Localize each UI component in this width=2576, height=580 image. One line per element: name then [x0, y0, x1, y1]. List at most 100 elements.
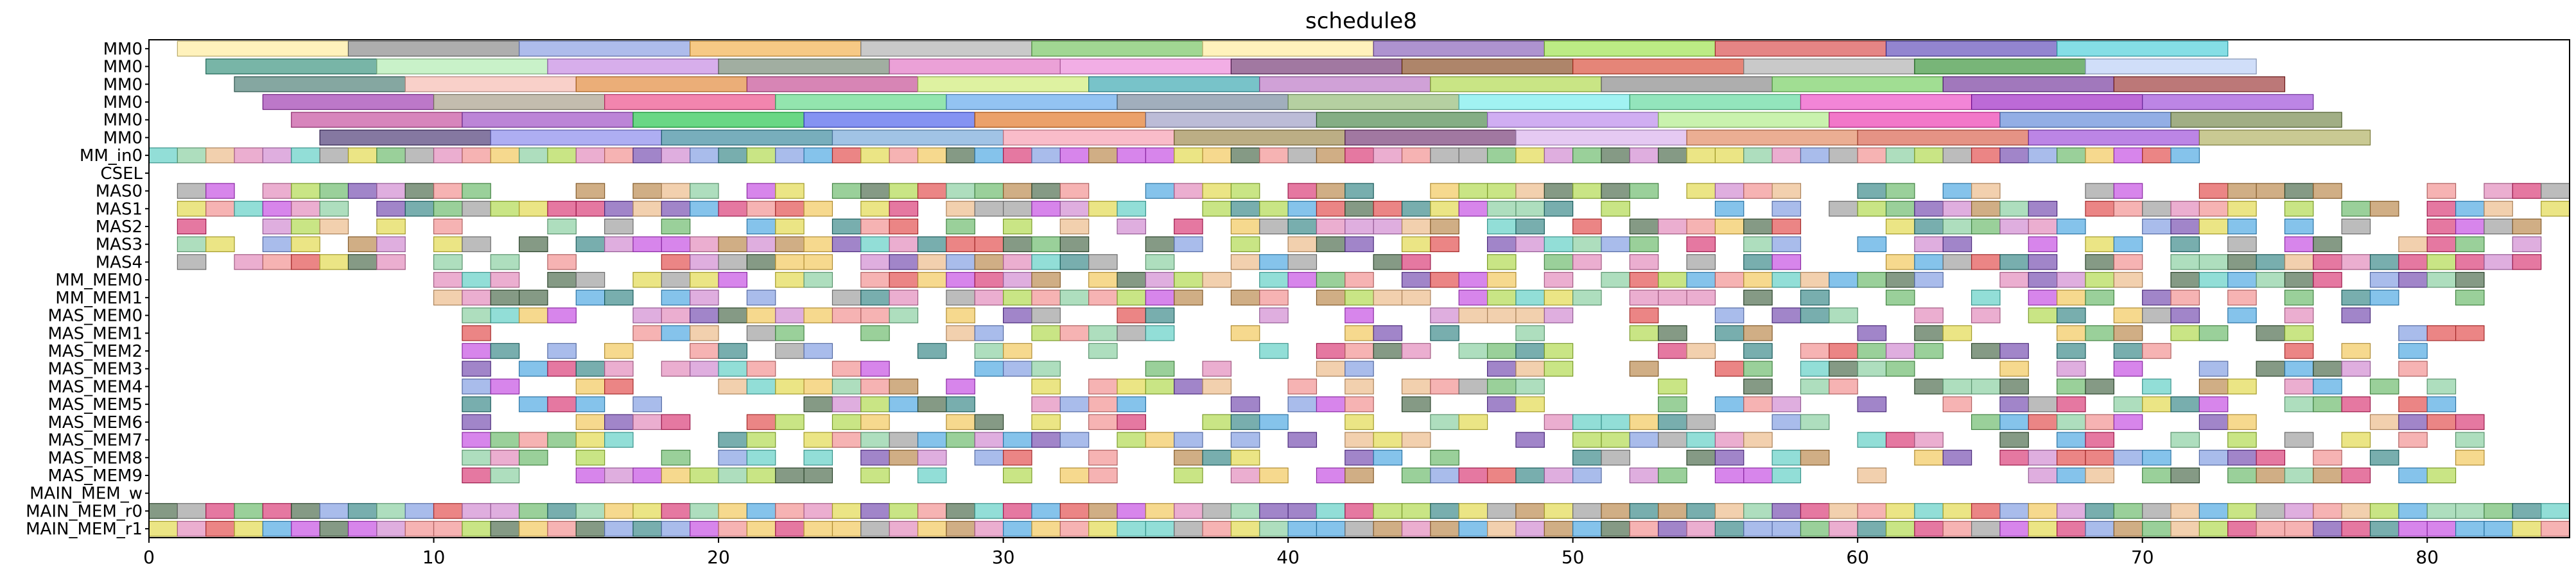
task-bar: [889, 450, 919, 466]
task-bar: [1430, 183, 1459, 199]
task-bar: [1059, 183, 1090, 199]
task-bar: [2170, 271, 2200, 288]
task-bar: [860, 201, 890, 217]
task-bar: [1572, 218, 1602, 235]
task-bar: [2369, 414, 2399, 431]
task-bar: [2455, 201, 2485, 217]
task-bar: [1515, 467, 1545, 484]
task-bar: [974, 343, 1004, 359]
task-bar: [718, 432, 748, 448]
task-bar: [547, 361, 577, 377]
task-bar: [917, 76, 1090, 92]
task-bar: [2227, 467, 2257, 484]
row-label: MAS_MEM4: [48, 377, 143, 397]
task-bar: [1800, 307, 1830, 323]
task-bar: [1230, 325, 1260, 341]
task-bar: [2198, 183, 2229, 199]
task-bar: [974, 450, 1004, 466]
task-bar: [1714, 307, 1745, 323]
task-bar: [1515, 432, 1545, 448]
row-label: MAS_MEM1: [48, 324, 143, 343]
task-bar: [831, 236, 862, 252]
task-bar: [2057, 289, 2086, 306]
task-bar: [1486, 396, 1517, 413]
task-bar: [2313, 271, 2342, 288]
task-bar: [1202, 361, 1232, 377]
task-bar: [2085, 183, 2114, 199]
task-bar: [2455, 325, 2485, 341]
task-bar: [775, 520, 805, 537]
task-bar: [490, 307, 520, 323]
task-bar: [462, 379, 491, 395]
task-bar: [718, 147, 748, 164]
task-bar: [319, 183, 349, 199]
task-bar: [2028, 201, 2058, 217]
task-bar: [1601, 271, 1630, 288]
task-bar: [262, 94, 435, 110]
task-bar: [1230, 414, 1260, 431]
task-bar: [1230, 201, 1260, 217]
task-bar: [1743, 183, 1773, 199]
task-bar: [1174, 271, 1203, 288]
task-bar: [1287, 432, 1318, 448]
task-bar: [1059, 289, 1090, 306]
task-bar: [1430, 307, 1459, 323]
task-bar: [2426, 218, 2457, 235]
task-bar: [1002, 343, 1032, 359]
task-bar: [1401, 58, 1574, 74]
task-bar: [1401, 201, 1431, 217]
task-bar: [889, 183, 919, 199]
task-bar: [2057, 361, 2086, 377]
task-bar: [291, 503, 320, 519]
task-bar: [1629, 271, 1659, 288]
task-bar: [1743, 254, 1773, 270]
task-bar: [2284, 467, 2314, 484]
task-bar: [775, 503, 805, 519]
task-bar: [2085, 236, 2114, 252]
task-bar: [2512, 236, 2542, 252]
task-bar: [946, 218, 975, 235]
task-bar: [1345, 218, 1374, 235]
task-bar: [1743, 289, 1773, 306]
task-bar: [1942, 254, 1972, 270]
row-label: MM0: [103, 40, 143, 59]
task-bar: [2057, 503, 2086, 519]
task-bar: [1942, 379, 1972, 395]
task-bar: [1458, 467, 1488, 484]
task-bar: [2369, 450, 2399, 466]
task-bar: [1259, 307, 1289, 323]
task-bar: [1629, 414, 1659, 431]
task-bar: [1458, 94, 1630, 110]
task-bar: [518, 236, 548, 252]
task-bar: [1714, 396, 1745, 413]
task-bar: [575, 503, 605, 519]
task-bar: [1486, 254, 1517, 270]
task-bar: [1885, 289, 1915, 306]
task-bar: [1829, 307, 1858, 323]
task-bar: [1174, 379, 1203, 395]
task-bar: [1544, 147, 1574, 164]
task-bar: [2113, 307, 2143, 323]
task-bar: [974, 503, 1004, 519]
task-bar: [718, 503, 748, 519]
task-bar: [1572, 432, 1602, 448]
task-bar: [1259, 520, 1289, 537]
task-bar: [1088, 450, 1118, 466]
task-bar: [2398, 396, 2428, 413]
task-bar: [718, 236, 748, 252]
task-bar: [2455, 271, 2485, 288]
task-bar: [177, 40, 349, 57]
task-bar: [1145, 307, 1175, 323]
task-bar: [2113, 325, 2143, 341]
task-bar: [234, 76, 406, 92]
task-bar: [1486, 201, 1517, 217]
task-bar: [547, 58, 719, 74]
task-bar: [1145, 379, 1175, 395]
task-bar: [1287, 201, 1318, 217]
task-bar: [860, 520, 890, 537]
task-bar: [1230, 218, 1260, 235]
task-bar: [2198, 325, 2229, 341]
task-bar: [490, 467, 520, 484]
task-bar: [1345, 379, 1374, 395]
task-bar: [1031, 236, 1061, 252]
